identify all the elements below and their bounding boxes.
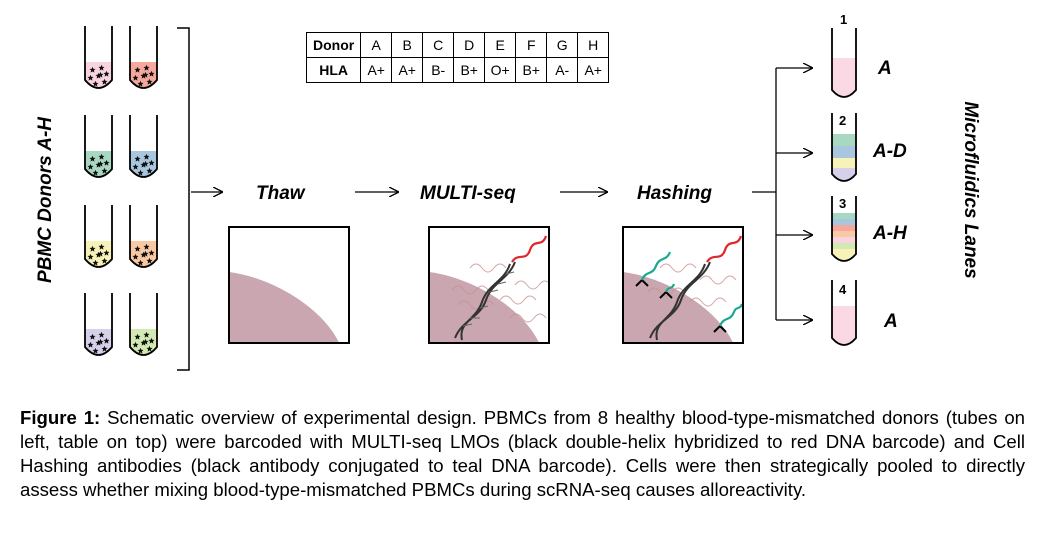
lane-tubes — [831, 28, 857, 346]
donor-cell: F — [515, 32, 548, 58]
donor-bracket — [177, 27, 190, 371]
thaw-panel — [228, 226, 350, 344]
lane-number-2: 2 — [839, 113, 847, 128]
donor-tubes — [84, 26, 158, 356]
lane-label-2: A-D — [873, 141, 907, 162]
hla-cell: B+ — [515, 57, 548, 83]
caption-text: Schematic overview of experimental desig… — [20, 407, 1025, 500]
lane-branch — [752, 68, 812, 320]
multiseq-panel — [428, 226, 550, 344]
donor-tube — [129, 293, 158, 356]
donor-tube — [84, 115, 113, 178]
figure-caption: Figure 1: Schematic overview of experime… — [20, 406, 1025, 502]
lane-number-3: 3 — [839, 196, 847, 211]
donor-tube — [84, 293, 113, 356]
donor-tube — [129, 205, 158, 268]
figure: PBMC Donors A-H Microfluidics Lanes Thaw… — [35, 12, 981, 371]
lane-tube-1 — [831, 28, 857, 98]
hla-header: HLA — [305, 57, 362, 83]
lane-label-1: A — [878, 58, 892, 79]
hla-cell: B+ — [453, 57, 486, 83]
lane-number-1: 1 — [840, 12, 848, 27]
donor-hla-table: Donor A B C D E F G H HLA A+ A+ B- B+ O+… — [305, 32, 610, 83]
hla-cell: A+ — [360, 57, 393, 83]
step-hashing: Hashing — [637, 183, 712, 204]
hla-row: HLA A+ A+ B- B+ O+ B+ A- A+ — [305, 57, 610, 83]
lane-label-3: A-H — [873, 223, 907, 244]
donor-header: Donor — [305, 32, 362, 58]
donor-cell: D — [453, 32, 486, 58]
lane-number-4: 4 — [839, 282, 847, 297]
donor-row: Donor A B C D E F G H — [305, 32, 610, 58]
hla-cell: B- — [422, 57, 455, 83]
lanes-label: Microfluidics Lanes — [960, 101, 981, 279]
lane-tube-3 — [831, 196, 857, 262]
donor-cell: G — [546, 32, 579, 58]
donor-cell: B — [391, 32, 424, 58]
caption-label: Figure 1: — [20, 407, 101, 428]
hla-cell: A- — [546, 57, 579, 83]
hla-cell: O+ — [484, 57, 517, 83]
donor-cell: C — [422, 32, 455, 58]
donor-tube — [84, 205, 113, 268]
hashing-panel — [622, 226, 744, 344]
donor-tube — [84, 26, 113, 89]
lane-label-4: A — [884, 311, 898, 332]
donor-tube — [129, 115, 158, 178]
figure-graphics — [84, 26, 857, 371]
donor-cell: E — [484, 32, 517, 58]
lane-tube-2 — [831, 113, 857, 182]
step-multiseq: MULTI-seq — [420, 183, 516, 204]
hla-cell: A+ — [391, 57, 424, 83]
donor-cell: H — [577, 32, 610, 58]
donor-tube — [129, 26, 158, 89]
hla-cell: A+ — [577, 57, 610, 83]
donor-cell: A — [360, 32, 393, 58]
donors-label: PBMC Donors A-H — [35, 116, 56, 284]
lane-tube-4 — [831, 280, 857, 346]
step-thaw: Thaw — [256, 183, 305, 204]
